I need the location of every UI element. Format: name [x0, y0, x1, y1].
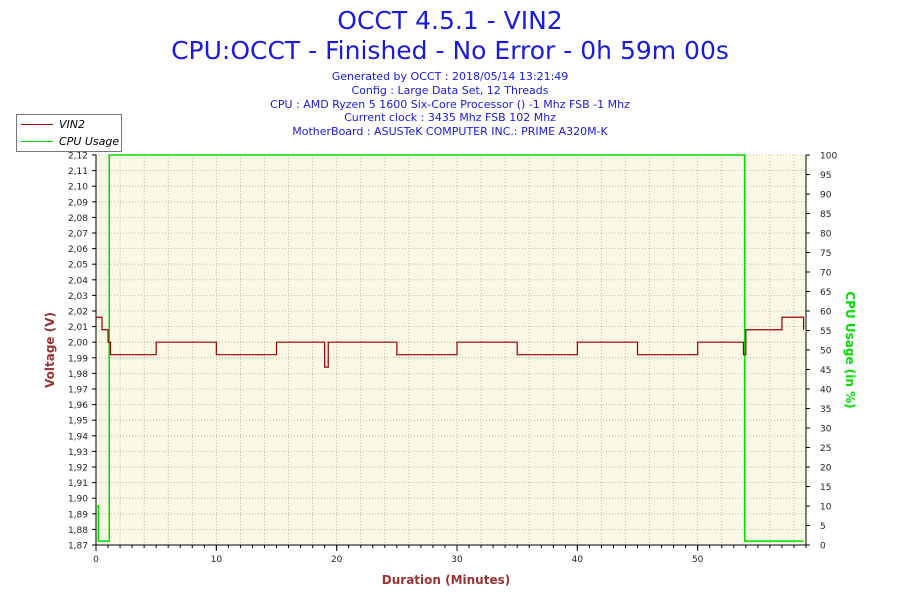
y2-tick-label: 60 — [820, 308, 832, 318]
y-axis-title: Voltage (V) — [43, 312, 57, 388]
x-tick-label: 30 — [451, 555, 463, 565]
y-tick-label: 2,01 — [68, 323, 88, 333]
y-tick-label: 2,12 — [68, 152, 88, 162]
y-tick-label: 1,97 — [68, 386, 88, 396]
y2-tick-label: 50 — [820, 347, 832, 357]
y-tick-label: 2,10 — [68, 183, 88, 193]
legend: VIN2 CPU Usage — [16, 114, 122, 152]
legend-swatch-cpu — [21, 140, 53, 142]
y-tick-label: 1,99 — [68, 354, 88, 364]
y-tick-label: 1,90 — [68, 495, 88, 505]
y-tick-label: 1,88 — [68, 526, 88, 536]
y2-tick-label: 40 — [820, 386, 832, 396]
y-tick-label: 1,95 — [68, 417, 88, 427]
info-config: Config : Large Data Set, 12 Threads — [351, 83, 549, 97]
y-tick-label: 1,92 — [68, 464, 88, 474]
y2-tick-label: 0 — [820, 542, 826, 552]
info-motherboard: MotherBoard : ASUSTeK COMPUTER INC.: PRI… — [292, 125, 608, 139]
y-tick-label: 2,02 — [68, 308, 88, 318]
y-tick-label: 2,00 — [68, 339, 88, 349]
y2-tick-label: 65 — [820, 288, 831, 298]
y-tick-label: 1,94 — [68, 432, 88, 442]
series-line-cpu-usage — [96, 154, 804, 542]
y-tick-label: 2,04 — [68, 276, 88, 286]
y-tick-label: 2,11 — [68, 167, 88, 177]
y2-tick-label: 80 — [820, 230, 832, 240]
y2-tick-label: 5 — [820, 522, 826, 532]
series-line-vin2 — [96, 316, 805, 368]
x-tick-label: 40 — [572, 555, 584, 565]
y2-tick-label: 100 — [820, 152, 837, 162]
y2-tick-label: 55 — [820, 327, 831, 337]
y2-tick-label: 15 — [820, 483, 831, 493]
y-tick-label: 2,07 — [68, 230, 88, 240]
y2-tick-label: 35 — [820, 405, 831, 415]
y-tick-label: 1,98 — [68, 370, 88, 380]
y-tick-label: 2,03 — [68, 292, 88, 302]
y-tick-label: 2,06 — [68, 245, 88, 255]
info-cpu: CPU : AMD Ryzen 5 1600 Six-Core Processo… — [270, 97, 630, 111]
x-tick-label: 0 — [93, 555, 99, 565]
y-tick-label: 1,96 — [68, 401, 88, 411]
y2-tick-label: 70 — [820, 269, 832, 279]
legend-item-vin2: VIN2 — [21, 117, 85, 131]
plot-area — [96, 155, 806, 545]
y-tick-label: 1,87 — [68, 542, 88, 552]
chart-subtitle: CPU:OCCT - Finished - No Error - 0h 59m … — [171, 36, 729, 65]
chart-title: OCCT 4.5.1 - VIN2 — [337, 6, 563, 35]
legend-swatch-vin2 — [21, 123, 53, 125]
info-block: Generated by OCCT : 2018/05/14 13:21:49 … — [0, 70, 900, 139]
y-tick-label: 1,91 — [68, 479, 88, 489]
x-tick-label: 20 — [331, 555, 343, 565]
y-tick-label: 2,09 — [68, 198, 88, 208]
y2-tick-label: 20 — [820, 464, 832, 474]
y2-tick-label: 95 — [820, 171, 831, 181]
y-tick-label: 1,89 — [68, 510, 88, 520]
y2-tick-label: 85 — [820, 210, 831, 220]
legend-label-cpu: CPU Usage — [59, 134, 120, 148]
y2-tick-label: 25 — [820, 444, 831, 454]
y-tick-label: 2,05 — [68, 261, 88, 271]
legend-item-cpu: CPU Usage — [21, 134, 119, 148]
info-generated: Generated by OCCT : 2018/05/14 13:21:49 — [331, 70, 569, 83]
x-axis-title: Duration (Minutes) — [382, 573, 510, 587]
x-tick-label: 10 — [211, 555, 223, 565]
y2-tick-label: 75 — [820, 249, 831, 259]
y-tick-label: 2,08 — [68, 214, 88, 224]
y2-tick-label: 10 — [820, 503, 832, 513]
y2-axis-title: CPU Usage (in %) — [843, 291, 857, 408]
x-tick-label: 50 — [692, 555, 704, 565]
y-tick-label: 1,93 — [68, 448, 88, 458]
y2-tick-label: 45 — [820, 366, 831, 376]
info-clock: Current clock : 3435 Mhz FSB 102 Mhz — [344, 111, 556, 125]
y2-tick-label: 90 — [820, 191, 832, 201]
y2-tick-label: 30 — [820, 425, 832, 435]
legend-label-vin2: VIN2 — [59, 117, 85, 131]
